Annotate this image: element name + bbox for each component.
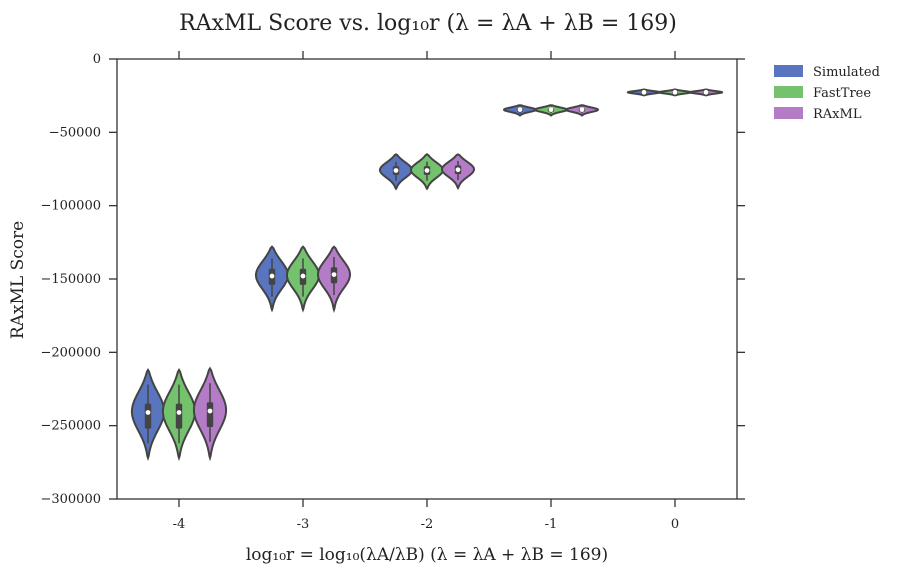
legend-label-raxml: RAxML <box>813 107 862 122</box>
x-tick-label: -1 <box>545 517 558 532</box>
violin-iqr-box <box>206 402 214 428</box>
violin-median <box>672 89 678 95</box>
violin-median <box>300 273 306 279</box>
legend-swatch-simulated <box>774 65 803 77</box>
violin-marks <box>130 88 724 462</box>
violin-median <box>207 408 213 414</box>
x-axis: -4 -3 -2 -1 0 <box>173 51 679 532</box>
y-axis: 0 −50000 −100000 −150000 −200000 −250000 −3000… <box>40 52 745 507</box>
violin-median <box>579 107 585 112</box>
chart-title: RAxML Score vs. log₁₀r (λ = λA + λB = 16… <box>179 11 677 36</box>
x-tick-label: 0 <box>671 517 679 532</box>
violin-iqr-box <box>144 403 152 429</box>
x-tick-label: -3 <box>297 517 310 532</box>
violin-median <box>424 168 430 173</box>
y-tick-label: −200000 <box>40 345 101 360</box>
legend-label-simulated: Simulated <box>813 65 880 80</box>
legend: Simulated FastTree RAxML <box>774 65 880 122</box>
violin-iqr-box <box>175 403 183 429</box>
violin-median <box>641 89 647 95</box>
violin-median <box>548 107 554 112</box>
y-axis-label: RAxML Score <box>8 221 28 339</box>
y-tick-label: −100000 <box>40 199 101 214</box>
y-tick-label: −150000 <box>40 272 101 287</box>
violin-median <box>517 107 523 112</box>
legend-swatch-raxml <box>774 107 803 119</box>
violin-median <box>269 273 275 279</box>
legend-label-fasttree: FastTree <box>813 86 871 101</box>
violin-median <box>703 89 709 95</box>
y-tick-label: 0 <box>93 52 101 67</box>
y-tick-label: −300000 <box>40 492 101 507</box>
y-tick-label: −250000 <box>40 419 101 434</box>
violin-median <box>176 410 182 415</box>
x-tick-label: -4 <box>173 517 186 532</box>
violin-median <box>455 167 461 173</box>
violin-median <box>393 168 399 173</box>
x-tick-label: -2 <box>421 517 434 532</box>
x-axis-label: log₁₀r = log₁₀(λA/λB) (λ = λA + λB = 169… <box>246 545 608 565</box>
y-tick-label: −50000 <box>49 125 101 140</box>
violin-median <box>145 410 151 415</box>
violin-median <box>331 272 337 277</box>
legend-swatch-fasttree <box>774 86 803 98</box>
